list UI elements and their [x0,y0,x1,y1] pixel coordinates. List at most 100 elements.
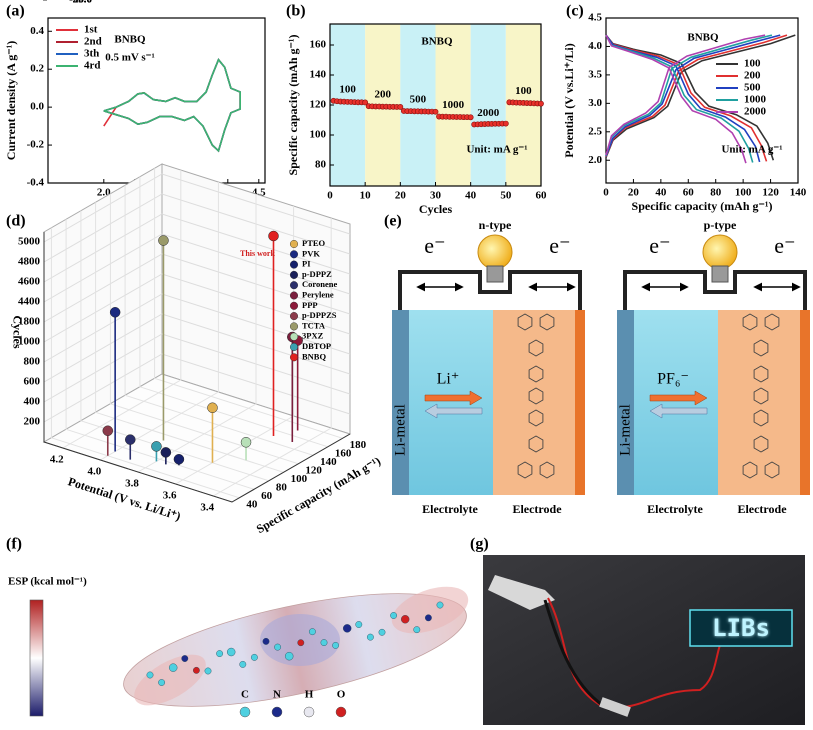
electrolyte [409,310,493,495]
point [538,100,544,107]
electron-label: e⁻ [649,233,670,258]
z-grid-line [43,213,351,283]
z-grid-line [43,173,351,243]
photo: LIBs [483,555,805,725]
x-tick-label: 50 [500,190,512,202]
z-tick-label: 4400 [18,296,41,308]
y-axis-label: Current density (A g⁻¹) [4,41,18,160]
legend-label: 1st [84,24,98,36]
panel-label: (d) [6,213,26,230]
annotation: This work [240,249,275,258]
bulb [477,234,513,270]
atom [320,639,328,646]
y-axis-label: Potential (V vs.Li⁺/Li) [562,43,576,157]
y-tick-label: 40 [246,498,258,510]
collector [800,310,810,495]
y-grid-line [139,176,329,448]
y-tick-label: 4.0 [588,40,602,52]
ball [125,434,136,445]
legend-label: 2000 [744,106,767,118]
atom-legend-label: O [337,689,346,701]
ball [151,441,162,452]
x-grid-line [62,170,182,449]
z-tick-label: 600 [24,376,41,388]
line-series [103,58,241,153]
z-grid-line [43,273,351,343]
x-grid-line [137,194,257,473]
line-series [605,34,773,163]
y-grid-line [154,168,343,439]
atom [181,655,189,662]
x-axis-label: Cycles [419,202,453,216]
y-tick-label: 100 [310,129,327,141]
z-grid-line [43,193,351,263]
point [467,114,474,121]
z-tick-label: 5000 [18,236,41,248]
atom [158,679,166,686]
legend-label: 2nd [84,36,102,48]
band [470,24,506,186]
atom-legend-label: N [273,689,281,701]
panel-label: (g) [470,536,489,553]
legend-label: p-DPPZS [302,310,337,320]
band-label: 200 [375,89,392,101]
molecule-ring [528,387,544,405]
led-text: LIBs [712,614,770,642]
x-tick-label: 4.2 [50,454,64,466]
type-label: n-type [479,218,512,232]
x-tick-label: 140 [790,187,807,199]
x-tick-label: 40 [465,190,477,202]
atom [401,615,410,624]
x-tick-label: 0 [327,190,333,202]
z-grid-line [43,293,351,363]
z-grid-line [43,333,351,403]
y-tick-label: -0.4 [27,177,45,189]
ball [160,447,172,458]
ion-arrow [649,403,708,419]
atom [216,650,224,658]
y-tick-label: 0.0 [30,101,44,113]
legend-swatch [290,281,299,290]
annotation: 0.5 mV s⁻¹ [105,52,155,64]
atom [355,621,363,628]
atom [168,663,178,672]
point [502,120,509,127]
x-tick-label: 3.8 [125,478,139,490]
x-tick-label: 3.4 [200,502,214,514]
z-grid-line [43,233,351,303]
legend-label: 1000 [744,94,767,106]
ion-arrow [649,390,708,406]
electron-label: e⁻ [424,233,445,258]
y-grid-line [50,227,240,499]
plot-frame [605,17,799,184]
ball [240,437,252,448]
atom [424,614,432,622]
x-tick-label: 20 [395,190,407,202]
z-tick-label: 1000 [18,336,41,348]
legend-label: Perylene [302,289,334,299]
y-tick-label: 140 [310,69,327,81]
esp-molecule [123,586,469,707]
legend-label: TCTA [302,320,326,330]
atom [146,671,154,679]
legend-label: PTEO [302,238,326,248]
z-tick-label: 400 [24,396,41,408]
electrolyte [634,310,718,495]
legend-label: DBTOP [302,341,331,351]
atom [262,637,270,645]
molecule-ring [539,461,555,479]
x-tick-label: 30 [430,190,442,202]
y-tick-label: 2.0 [588,154,602,166]
atom-legend-label: H [305,689,314,701]
z-grid-line [43,313,351,383]
y-tick-label: 4.5 [588,12,602,24]
y-tick-label: 160 [335,447,352,459]
legend-swatch [290,291,299,300]
band-label: 100 [339,83,356,95]
y-tick-label: 100 [291,473,308,485]
molecule-ring [528,339,544,357]
legend-swatch [290,332,299,341]
atom [226,647,236,657]
